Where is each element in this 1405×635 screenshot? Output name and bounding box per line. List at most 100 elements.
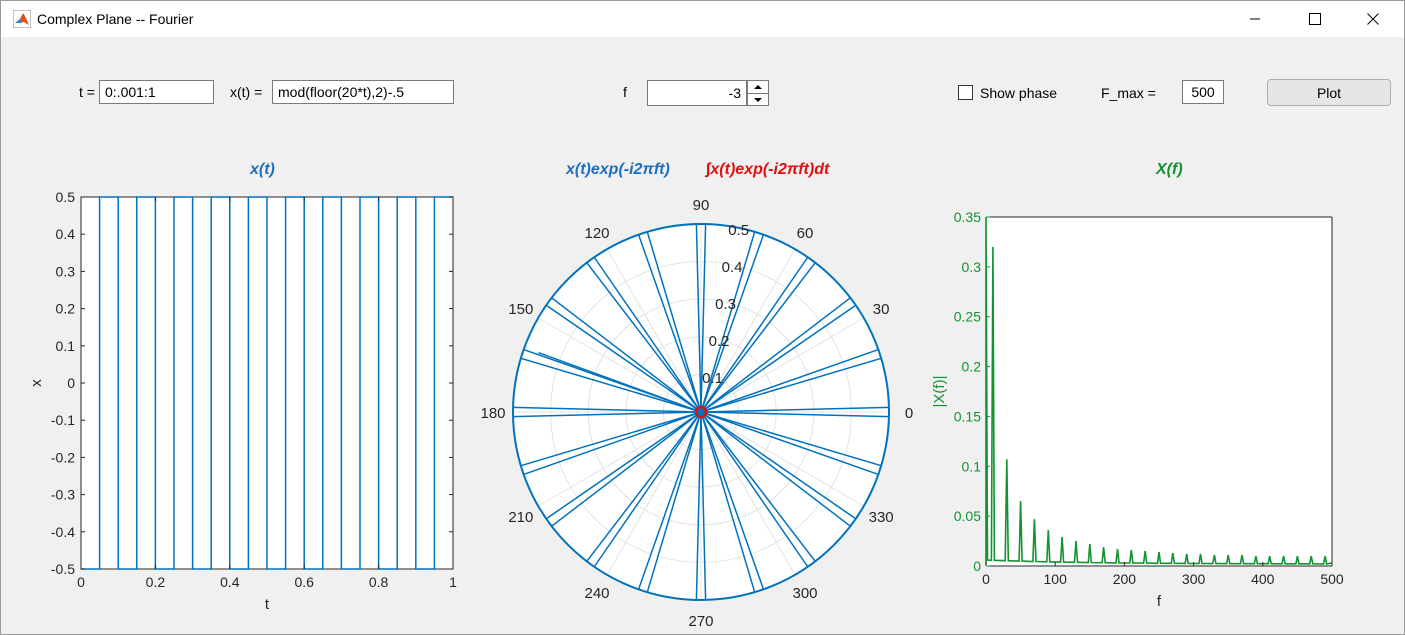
polar-outer-ring <box>512 223 890 601</box>
polar-data-spoke <box>700 234 765 413</box>
polar-data-spoke <box>545 411 702 520</box>
polar-data-spoke <box>513 411 702 418</box>
polar-data-spoke <box>513 406 702 413</box>
polar-theta-tick-label: 210 <box>508 509 533 526</box>
polar-grid-spoke <box>537 317 702 413</box>
polar-theta-tick-label: 120 <box>584 225 609 242</box>
polar-theta-tick-label: 270 <box>688 613 713 630</box>
polar-data-spoke <box>700 224 707 413</box>
y-tick-label: -0.2 <box>51 449 75 465</box>
y-tick-label: 0.3 <box>962 259 982 275</box>
polar-grid-circle <box>587 298 815 526</box>
polar-grid-spoke <box>700 317 865 413</box>
t-range-input[interactable] <box>99 80 214 104</box>
polar-data-spoke <box>523 348 702 413</box>
show-phase-label: Show phase <box>980 85 1058 101</box>
polar-integral-marker <box>694 405 708 419</box>
y-tick-label: -0.1 <box>51 412 75 428</box>
polar-plot-title: x(t)exp(-i2πft) <box>566 161 670 178</box>
polar-data-spoke <box>700 357 882 413</box>
x-axis-label: t <box>265 596 270 613</box>
polar-data-spoke <box>700 297 851 413</box>
polar-theta-tick-label: 60 <box>797 225 814 242</box>
x-tick-label: 0.4 <box>220 574 240 590</box>
polar-integral-title: ∫x(t)exp(-i2πft)dt <box>706 161 830 178</box>
polar-data-spoke <box>700 348 879 413</box>
polar-data-spoke <box>700 411 756 593</box>
close-button[interactable] <box>1350 1 1396 37</box>
polar-data-spoke <box>700 256 809 413</box>
x-tick-label: 0 <box>982 571 990 587</box>
polar-r-tick-label: 0.2 <box>709 333 730 350</box>
x-expression-input[interactable] <box>272 80 454 104</box>
polar-grid-spoke <box>537 411 702 507</box>
show-phase-checkbox[interactable] <box>958 85 973 100</box>
polar-grid-circle <box>625 336 777 488</box>
polar-data-spoke <box>545 304 702 413</box>
polar-theta-tick-label: 300 <box>792 585 817 602</box>
x-tick-label: 1 <box>449 574 457 590</box>
polar-theta-tick-label: 30 <box>873 301 890 318</box>
polar-grid-spoke <box>700 248 796 413</box>
polar-r-tick-label: 0.1 <box>702 370 723 387</box>
polar-theta-tick-label: 90 <box>693 197 710 214</box>
minimize-button[interactable] <box>1232 1 1278 37</box>
y-tick-label: 0.3 <box>56 263 76 279</box>
y-tick-label: 0.1 <box>962 458 982 474</box>
maximize-icon <box>1309 13 1321 25</box>
polar-theta-tick-label: 180 <box>480 405 505 422</box>
polar-data-spoke <box>551 411 702 527</box>
x-tick-label: 100 <box>1044 571 1068 587</box>
polar-data-spoke <box>586 411 702 562</box>
polar-data-spoke <box>593 411 702 568</box>
polar-data-spoke <box>520 357 702 413</box>
plot-button[interactable]: Plot <box>1267 79 1391 106</box>
polar-data-spoke <box>700 304 857 413</box>
polar-data-spoke <box>700 231 756 413</box>
polar-data-spoke <box>646 411 702 593</box>
time-plot-axes <box>80 196 454 570</box>
polar-data-spoke <box>538 351 702 413</box>
polar-data-spoke <box>586 262 702 413</box>
spin-up-button[interactable] <box>748 81 768 93</box>
fmax-input[interactable] <box>1182 80 1224 104</box>
polar-data-spoke <box>520 411 702 467</box>
time-plot-title: x(t) <box>250 161 275 178</box>
polar-grid-spoke <box>700 411 865 507</box>
x-tick-label: 0.6 <box>294 574 314 590</box>
title-bar: Complex Plane -- Fourier <box>1 1 1404 37</box>
polar-data-spoke <box>700 411 857 520</box>
close-icon <box>1367 13 1379 25</box>
y-tick-label: -0.3 <box>51 487 75 503</box>
y-tick-label: 0.2 <box>56 301 76 317</box>
polar-theta-tick-label: 150 <box>508 301 533 318</box>
x-tick-label: 0.8 <box>369 574 389 590</box>
spin-down-button[interactable] <box>748 93 768 106</box>
y-tick-label: 0.4 <box>56 226 76 242</box>
polar-data-spoke <box>593 256 702 413</box>
maximize-button[interactable] <box>1292 1 1338 37</box>
fmax-label: F_max = <box>1101 85 1156 101</box>
polar-data-spoke <box>700 411 707 600</box>
frequency-input[interactable] <box>647 80 747 106</box>
x-tick-label: 0.2 <box>146 574 166 590</box>
frequency-spinner <box>747 80 769 106</box>
y-tick-label: 0 <box>973 558 981 574</box>
y-tick-label: -0.5 <box>51 561 75 577</box>
chevron-down-icon <box>754 98 762 102</box>
y-tick-label: -0.4 <box>51 524 75 540</box>
t-label: t = <box>79 84 95 100</box>
polar-grid-circle <box>550 261 852 563</box>
y-tick-label: 0.35 <box>954 209 981 225</box>
polar-data-spoke <box>700 411 851 527</box>
polar-r-tick-label: 0.5 <box>728 222 749 239</box>
polar-r-tick-label: 0.4 <box>722 259 743 276</box>
polar-data-spoke <box>695 411 702 600</box>
time-signal-line <box>81 196 453 570</box>
polar-data-spoke <box>700 411 816 562</box>
polar-data-spoke <box>551 297 702 413</box>
x-tick-label: 200 <box>1113 571 1137 587</box>
polar-data-spoke <box>700 411 765 590</box>
polar-grid-circle <box>662 373 740 451</box>
